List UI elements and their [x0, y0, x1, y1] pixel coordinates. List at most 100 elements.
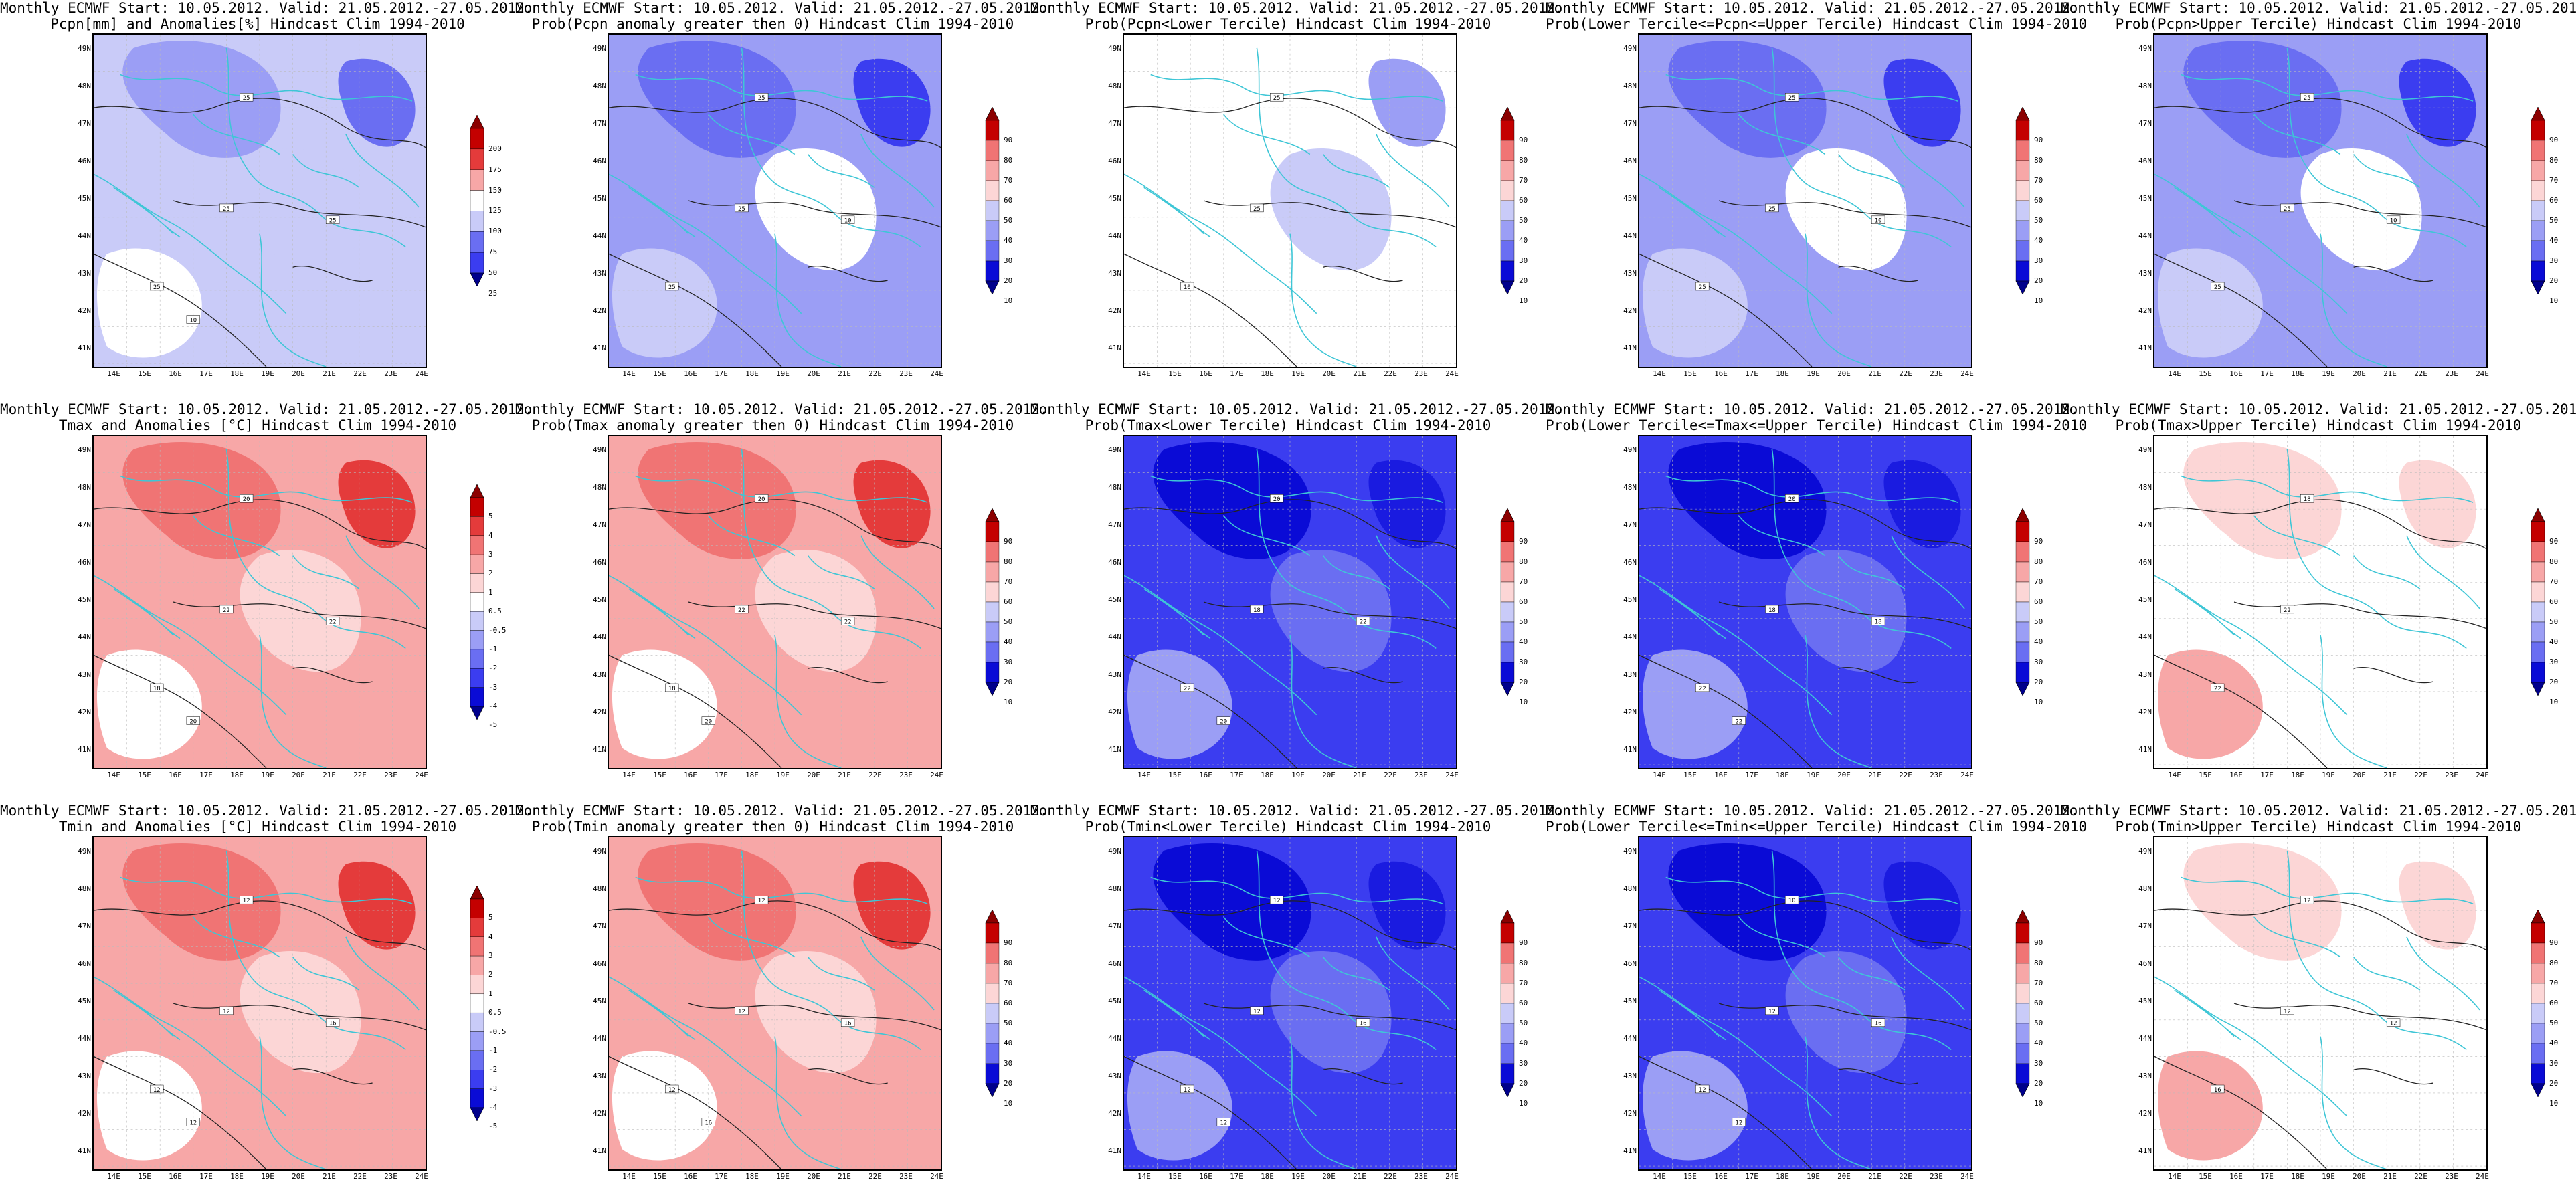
legend-swatch — [1500, 1043, 1515, 1064]
panel-header: Monthly ECMWF Start: 10.05.2012. Valid: … — [1546, 401, 2079, 417]
longitude-label: 20E — [1322, 369, 1336, 378]
color-legend — [468, 886, 486, 1121]
legend-swatch — [2015, 1003, 2030, 1024]
coastline-border — [1771, 850, 1952, 1051]
legend-swatch — [985, 541, 1000, 563]
coastline-border — [1891, 535, 1965, 609]
latitude-label: 46N — [1108, 558, 1121, 567]
longitude-label: 14E — [622, 369, 636, 378]
map-panel: Monthly ECMWF Start: 10.05.2012. Valid: … — [1030, 803, 1564, 1204]
longitude-label: 22E — [1384, 771, 1397, 779]
legend-swatch — [1500, 521, 1515, 542]
latitude-label: 43N — [78, 1072, 91, 1080]
legend-label: 90 — [1004, 938, 1013, 947]
longitude-label: 21E — [323, 369, 336, 378]
longitude-label: 14E — [107, 771, 120, 779]
longitude-label: 20E — [2353, 771, 2366, 779]
latitude-label: 44N — [78, 633, 91, 641]
legend-label: 30 — [2034, 1059, 2043, 1068]
latitude-label: 42N — [1108, 1109, 1121, 1118]
legend-swatch — [1500, 662, 1515, 683]
longitude-label: 14E — [1137, 369, 1151, 378]
shaded-region — [338, 58, 416, 147]
legend-label: 20 — [1004, 678, 1013, 686]
legend-swatch — [985, 140, 1000, 161]
contour-line — [609, 98, 941, 148]
latitude-label: 44N — [593, 231, 606, 240]
coastline-border — [2286, 449, 2467, 649]
contour-line — [173, 601, 426, 629]
contour-label-box — [754, 93, 769, 102]
contour-label: 25 — [2304, 95, 2311, 102]
latitude-label: 49N — [1108, 445, 1121, 454]
contour-label: 10 — [2390, 218, 2397, 225]
contour-line — [1639, 499, 1971, 550]
legend-swatch — [1500, 140, 1515, 161]
legend-swatch — [2015, 200, 2030, 221]
legend-label: 30 — [1004, 256, 1013, 265]
contour-label: 20 — [189, 719, 197, 726]
contour-line — [688, 601, 941, 629]
longitude-label: 15E — [138, 771, 151, 779]
latitude-label: 48N — [2138, 82, 2152, 90]
legend-label: 60 — [1004, 196, 1013, 205]
contour-line — [1124, 654, 1297, 768]
legend-label: 10 — [2549, 1099, 2559, 1108]
legend-arrow-bottom — [2015, 280, 2030, 294]
legend-arrow-top — [985, 910, 1000, 924]
map-panel: Monthly ECMWF Start: 10.05.2012. Valid: … — [515, 803, 1048, 1204]
contour-line — [609, 253, 782, 367]
legend-label: 50 — [1004, 216, 1013, 225]
contour-label: 16 — [844, 1021, 852, 1027]
legend-swatch — [985, 922, 1000, 944]
legend-label: 40 — [2549, 1039, 2559, 1047]
legend-swatch — [1500, 963, 1515, 984]
legend-label: 40 — [1004, 1039, 1013, 1047]
longitude-label: 24E — [1445, 771, 1459, 779]
legend-swatch — [470, 936, 484, 957]
shaded-region — [1368, 58, 1446, 147]
latitude-label: 43N — [593, 1072, 606, 1080]
legend-swatch — [470, 148, 484, 170]
panel-subtitle: Tmin and Anomalies [°C] Hindcast Clim 19… — [58, 819, 457, 835]
shaded-region — [612, 1051, 717, 1161]
legend-swatch — [470, 1031, 484, 1051]
legend-swatch — [470, 611, 484, 631]
coastline-border — [1805, 1036, 1872, 1169]
latitude-label: 49N — [1623, 44, 1637, 53]
contour-label: 18 — [153, 686, 161, 692]
latitude-label: 47N — [593, 119, 606, 128]
color-legend — [984, 107, 1001, 294]
contour-line — [2154, 253, 2328, 367]
longitude-label: 23E — [899, 771, 913, 779]
contour-line — [1323, 1068, 1403, 1085]
legend-swatch — [470, 169, 484, 191]
latitude-label: 47N — [2138, 922, 2152, 930]
legend-arrow-top — [1500, 508, 1515, 522]
color-legend — [2529, 508, 2547, 696]
contour-label: 18 — [668, 686, 676, 692]
contour-line — [94, 654, 267, 768]
legend-label: 70 — [1519, 577, 1528, 586]
latitude-label: 43N — [593, 269, 606, 278]
contour-line — [1718, 1003, 1971, 1031]
panel-subtitle: Prob(Pcpn>Upper Tercile) Hindcast Clim 1… — [2115, 16, 2522, 32]
legend-swatch — [985, 1023, 1000, 1044]
legend-swatch — [1500, 641, 1515, 663]
latitude-label: 45N — [78, 997, 91, 1005]
legend-label: 175 — [488, 165, 502, 174]
legend-label: 10 — [1004, 1099, 1013, 1108]
legend-label: 20 — [2549, 1079, 2559, 1088]
shaded-region — [122, 843, 281, 961]
longitude-label: 14E — [1653, 369, 1666, 378]
legend-label: 200 — [488, 144, 502, 153]
longitude-label: 18E — [745, 771, 759, 779]
latitude-label: 49N — [78, 847, 91, 856]
legend-label: 20 — [2034, 276, 2043, 285]
longitude-label: 16E — [2229, 1172, 2243, 1181]
legend-swatch — [470, 497, 484, 517]
legend-arrow-top — [470, 115, 484, 129]
contour-label: 12 — [223, 1009, 230, 1015]
longitude-label: 14E — [2168, 771, 2181, 779]
longitude-label: 22E — [1899, 369, 1912, 378]
